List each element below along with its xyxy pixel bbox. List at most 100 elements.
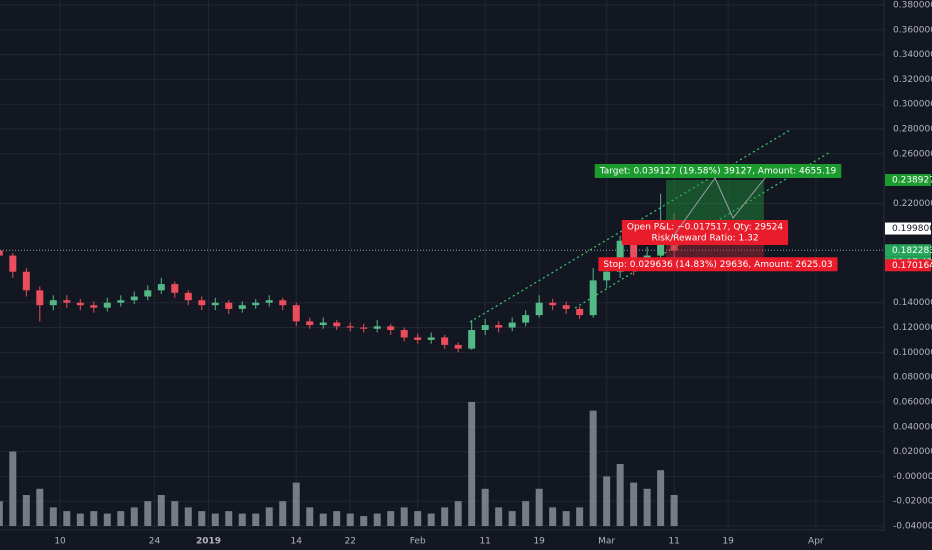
- candle-body: [468, 330, 476, 349]
- x-tick-label: 14: [291, 537, 303, 547]
- candle-body: [265, 300, 273, 303]
- volume-bar: [171, 501, 179, 526]
- volume-bar: [670, 494, 678, 526]
- candle-body: [508, 322, 516, 328]
- volume-bar: [49, 507, 57, 526]
- y-tick-label: 0.140000: [893, 298, 932, 308]
- candle-body: [522, 315, 530, 323]
- axes: 0.380000 0.360000 0.340000 0.320000 0.300000…: [54, 1, 932, 547]
- candle-body: [103, 302, 111, 308]
- y-tick-label: 0.220000: [893, 199, 932, 209]
- volume-bar: [481, 488, 489, 526]
- y-tick-label: 0.340000: [893, 50, 932, 60]
- candle-body: [22, 271, 30, 291]
- target-price-tag-text: 0.238927: [892, 175, 932, 185]
- y-tick-label: 0.120000: [893, 323, 932, 333]
- volume-bar: [414, 511, 422, 526]
- volume-bar: [535, 488, 543, 526]
- volume-bar: [103, 513, 111, 526]
- volume-bar: [292, 482, 300, 526]
- stop-price-tag: [885, 259, 931, 272]
- volume-bar: [630, 482, 638, 526]
- volume-bar: [549, 507, 557, 526]
- y-tick-label: 0.260000: [893, 149, 932, 159]
- candle-body: [387, 326, 395, 331]
- volume-bar: [225, 511, 233, 526]
- candle-body: [211, 302, 219, 306]
- x-tick-label: 19: [533, 537, 545, 547]
- y-tick-label: 0.040000: [893, 422, 932, 432]
- stop-label-box: [598, 257, 838, 272]
- volume-bar: [373, 513, 381, 526]
- volume-bar: [616, 463, 624, 526]
- volume-bar: [603, 476, 611, 526]
- volume-bar: [508, 511, 516, 526]
- entry-price-tag-text: 0.199800: [892, 224, 932, 234]
- candle-body: [36, 290, 44, 306]
- volume-bar: [0, 501, 3, 526]
- target-label-text: Target: 0.039127 (19.58%) 39127, Amount:…: [599, 166, 837, 176]
- candle-body: [562, 305, 570, 309]
- candle-body: [346, 326, 354, 328]
- candle-body: [616, 240, 624, 272]
- volume-bar: [211, 513, 219, 526]
- candle-body: [535, 302, 543, 316]
- projection-path: [671, 177, 766, 239]
- x-tick-label: 24: [149, 537, 161, 547]
- y-tick-label: -0.040000: [893, 522, 932, 532]
- x-tick-label: 2019: [196, 537, 221, 547]
- target-price-tag: [885, 173, 931, 186]
- candle-body: [373, 326, 381, 329]
- x-tick-label: Apr: [808, 537, 824, 547]
- candle-body: [441, 337, 449, 345]
- candle-body: [589, 280, 597, 316]
- pnl-label-text: Risk/Reward Ratio: 1.32: [651, 234, 758, 244]
- candle-body: [306, 321, 314, 326]
- candle-body: [171, 284, 179, 293]
- y-tick-label: 0.320000: [893, 75, 932, 85]
- volume-bar: [265, 507, 273, 526]
- candle-body: [630, 240, 638, 264]
- volume-bar: [360, 516, 368, 526]
- x-tick-label: 11: [479, 537, 490, 547]
- y-tick-label: 0.360000: [893, 25, 932, 35]
- volume-bar: [387, 511, 395, 526]
- x-tick-label: 19: [722, 537, 734, 547]
- x-tick-label: Mar: [598, 537, 615, 547]
- volume-bar: [184, 507, 192, 526]
- target-label: Target: 0.039127 (19.58%) 39127, Amount:…: [594, 163, 842, 178]
- candle-body: [63, 300, 71, 303]
- last-price-tag: [885, 244, 931, 257]
- volume-bar: [252, 513, 260, 526]
- x-tick-label: 10: [54, 537, 66, 547]
- candle-body: [279, 300, 287, 306]
- candle-body: [400, 330, 408, 338]
- volume-bar: [346, 513, 354, 526]
- candle-body: [117, 300, 125, 303]
- y-tick-label: 0.100000: [893, 348, 932, 358]
- volume-bar: [76, 513, 84, 526]
- volume-bar: [238, 513, 246, 526]
- volume-bar: [427, 513, 435, 526]
- candle-body: [252, 302, 260, 306]
- y-tick-label: 0.080000: [893, 373, 932, 383]
- volume-bar: [576, 507, 584, 526]
- target-label-box: [594, 163, 842, 178]
- y-tick-label: 0.300000: [893, 100, 932, 110]
- y-tick-label: -0.020000: [893, 497, 932, 507]
- last-price-tag-text: 0.182283: [892, 246, 932, 256]
- candle-body: [495, 325, 503, 328]
- candle-body: [603, 271, 611, 281]
- volume-bar: [495, 507, 503, 526]
- volume-bar: [441, 507, 449, 526]
- volume-bar: [130, 507, 138, 526]
- candle-body: [9, 255, 17, 272]
- x-tick-label: Feb: [410, 537, 426, 547]
- candle-body: [549, 302, 557, 306]
- candle-body: [292, 305, 300, 322]
- stop-label: Stop: 0.029636 (14.83%) 29636, Amount: 2…: [598, 257, 838, 272]
- volume-bar: [657, 470, 665, 526]
